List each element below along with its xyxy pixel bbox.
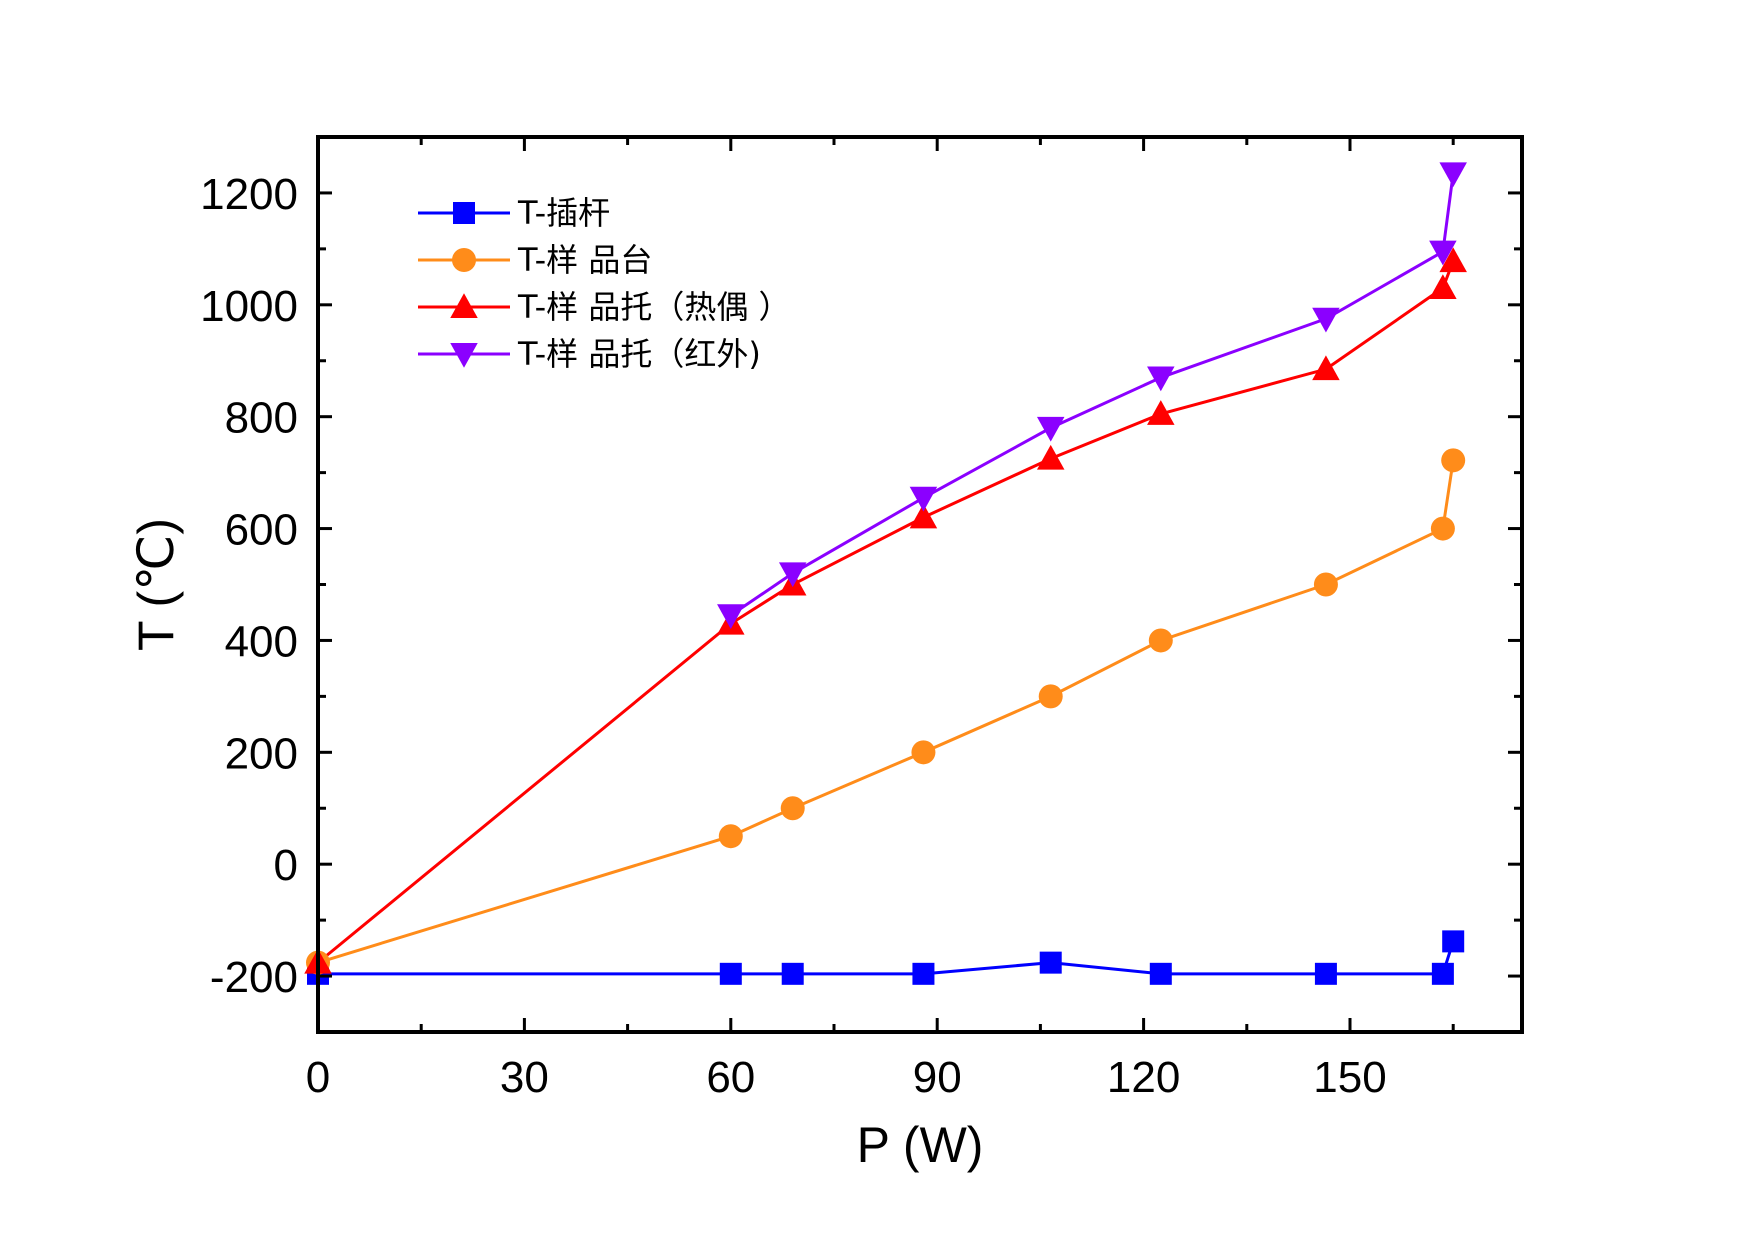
- legend-marker: [450, 343, 478, 368]
- data-point-3: [1312, 307, 1340, 333]
- y-tick-label: 400: [225, 617, 298, 666]
- series-line-3: [729, 173, 1455, 617]
- data-point-0: [1431, 962, 1454, 985]
- legend-marker: [453, 202, 475, 224]
- x-tick-label: 90: [913, 1053, 962, 1102]
- series-lines: [317, 173, 1455, 976]
- x-tick-label: 30: [500, 1053, 549, 1102]
- x-axis-title: P (W): [857, 1117, 984, 1173]
- data-point-2: [1147, 400, 1175, 425]
- tick-labels: 0 30 60 90 120 150 -200 0 200 400 600 800 1000 1200: [200, 170, 1387, 1102]
- series-line-2: [317, 260, 1455, 964]
- data-point-1: [911, 740, 936, 765]
- data-point-1: [718, 824, 743, 849]
- data-point-1: [1313, 572, 1338, 597]
- data-point-3: [909, 486, 938, 512]
- legend-label: T-样 品托（红外): [517, 335, 761, 373]
- y-tick-label: 600: [225, 506, 298, 555]
- data-point-0: [1442, 930, 1465, 953]
- y-tick-label: -200: [210, 953, 298, 1002]
- data-point-3: [1147, 366, 1175, 392]
- y-tick-label: 1200: [200, 170, 298, 219]
- data-point-3: [1439, 162, 1467, 188]
- data-point-0: [1039, 951, 1062, 974]
- axis-ticks: [316, 135, 1522, 1034]
- series-line-0: [318, 940, 1455, 976]
- data-point-3: [778, 562, 807, 588]
- legend-marker: [452, 248, 476, 272]
- data-point-1: [1038, 684, 1063, 709]
- y-tick-label: 200: [225, 729, 298, 778]
- x-tick-label: 0: [306, 1053, 330, 1102]
- y-tick-label: 0: [274, 841, 298, 890]
- legend-label: T-样 品台: [517, 241, 652, 279]
- data-point-1: [1430, 516, 1455, 541]
- y-axis-title: T (℃): [128, 518, 184, 651]
- data-point-2: [1429, 274, 1457, 300]
- data-point-0: [1149, 962, 1172, 985]
- y-tick-label: 1000: [200, 282, 298, 331]
- plot-frame: [316, 135, 1524, 1034]
- y-tick-label: 800: [225, 394, 298, 443]
- data-point-0: [912, 962, 935, 985]
- data-point-1: [1441, 448, 1466, 473]
- data-point-2: [1312, 355, 1340, 381]
- data-point-2: [909, 503, 938, 529]
- data-point-0: [1314, 962, 1337, 985]
- x-tick-label: 60: [706, 1053, 755, 1102]
- legend-label: T-插杆: [517, 194, 610, 232]
- legend-marker: [450, 293, 478, 318]
- data-point-2: [1036, 444, 1065, 470]
- series-markers: [304, 162, 1467, 985]
- legend-label: T-样 品托（热偶 ）: [517, 288, 791, 326]
- data-point-0: [719, 962, 742, 985]
- data-point-1: [1148, 628, 1173, 653]
- data-point-2: [1439, 247, 1467, 273]
- data-point-3: [1429, 240, 1457, 266]
- data-point-3: [717, 604, 745, 630]
- x-tick-label: 120: [1107, 1053, 1180, 1102]
- data-point-1: [780, 796, 805, 821]
- x-tick-label: 150: [1313, 1053, 1386, 1102]
- data-point-0: [781, 962, 804, 985]
- legend: T-插杆 T-样 品台 T-样 品托（热偶 ） T-样 品托（红外): [418, 194, 791, 373]
- data-point-3: [1036, 416, 1065, 442]
